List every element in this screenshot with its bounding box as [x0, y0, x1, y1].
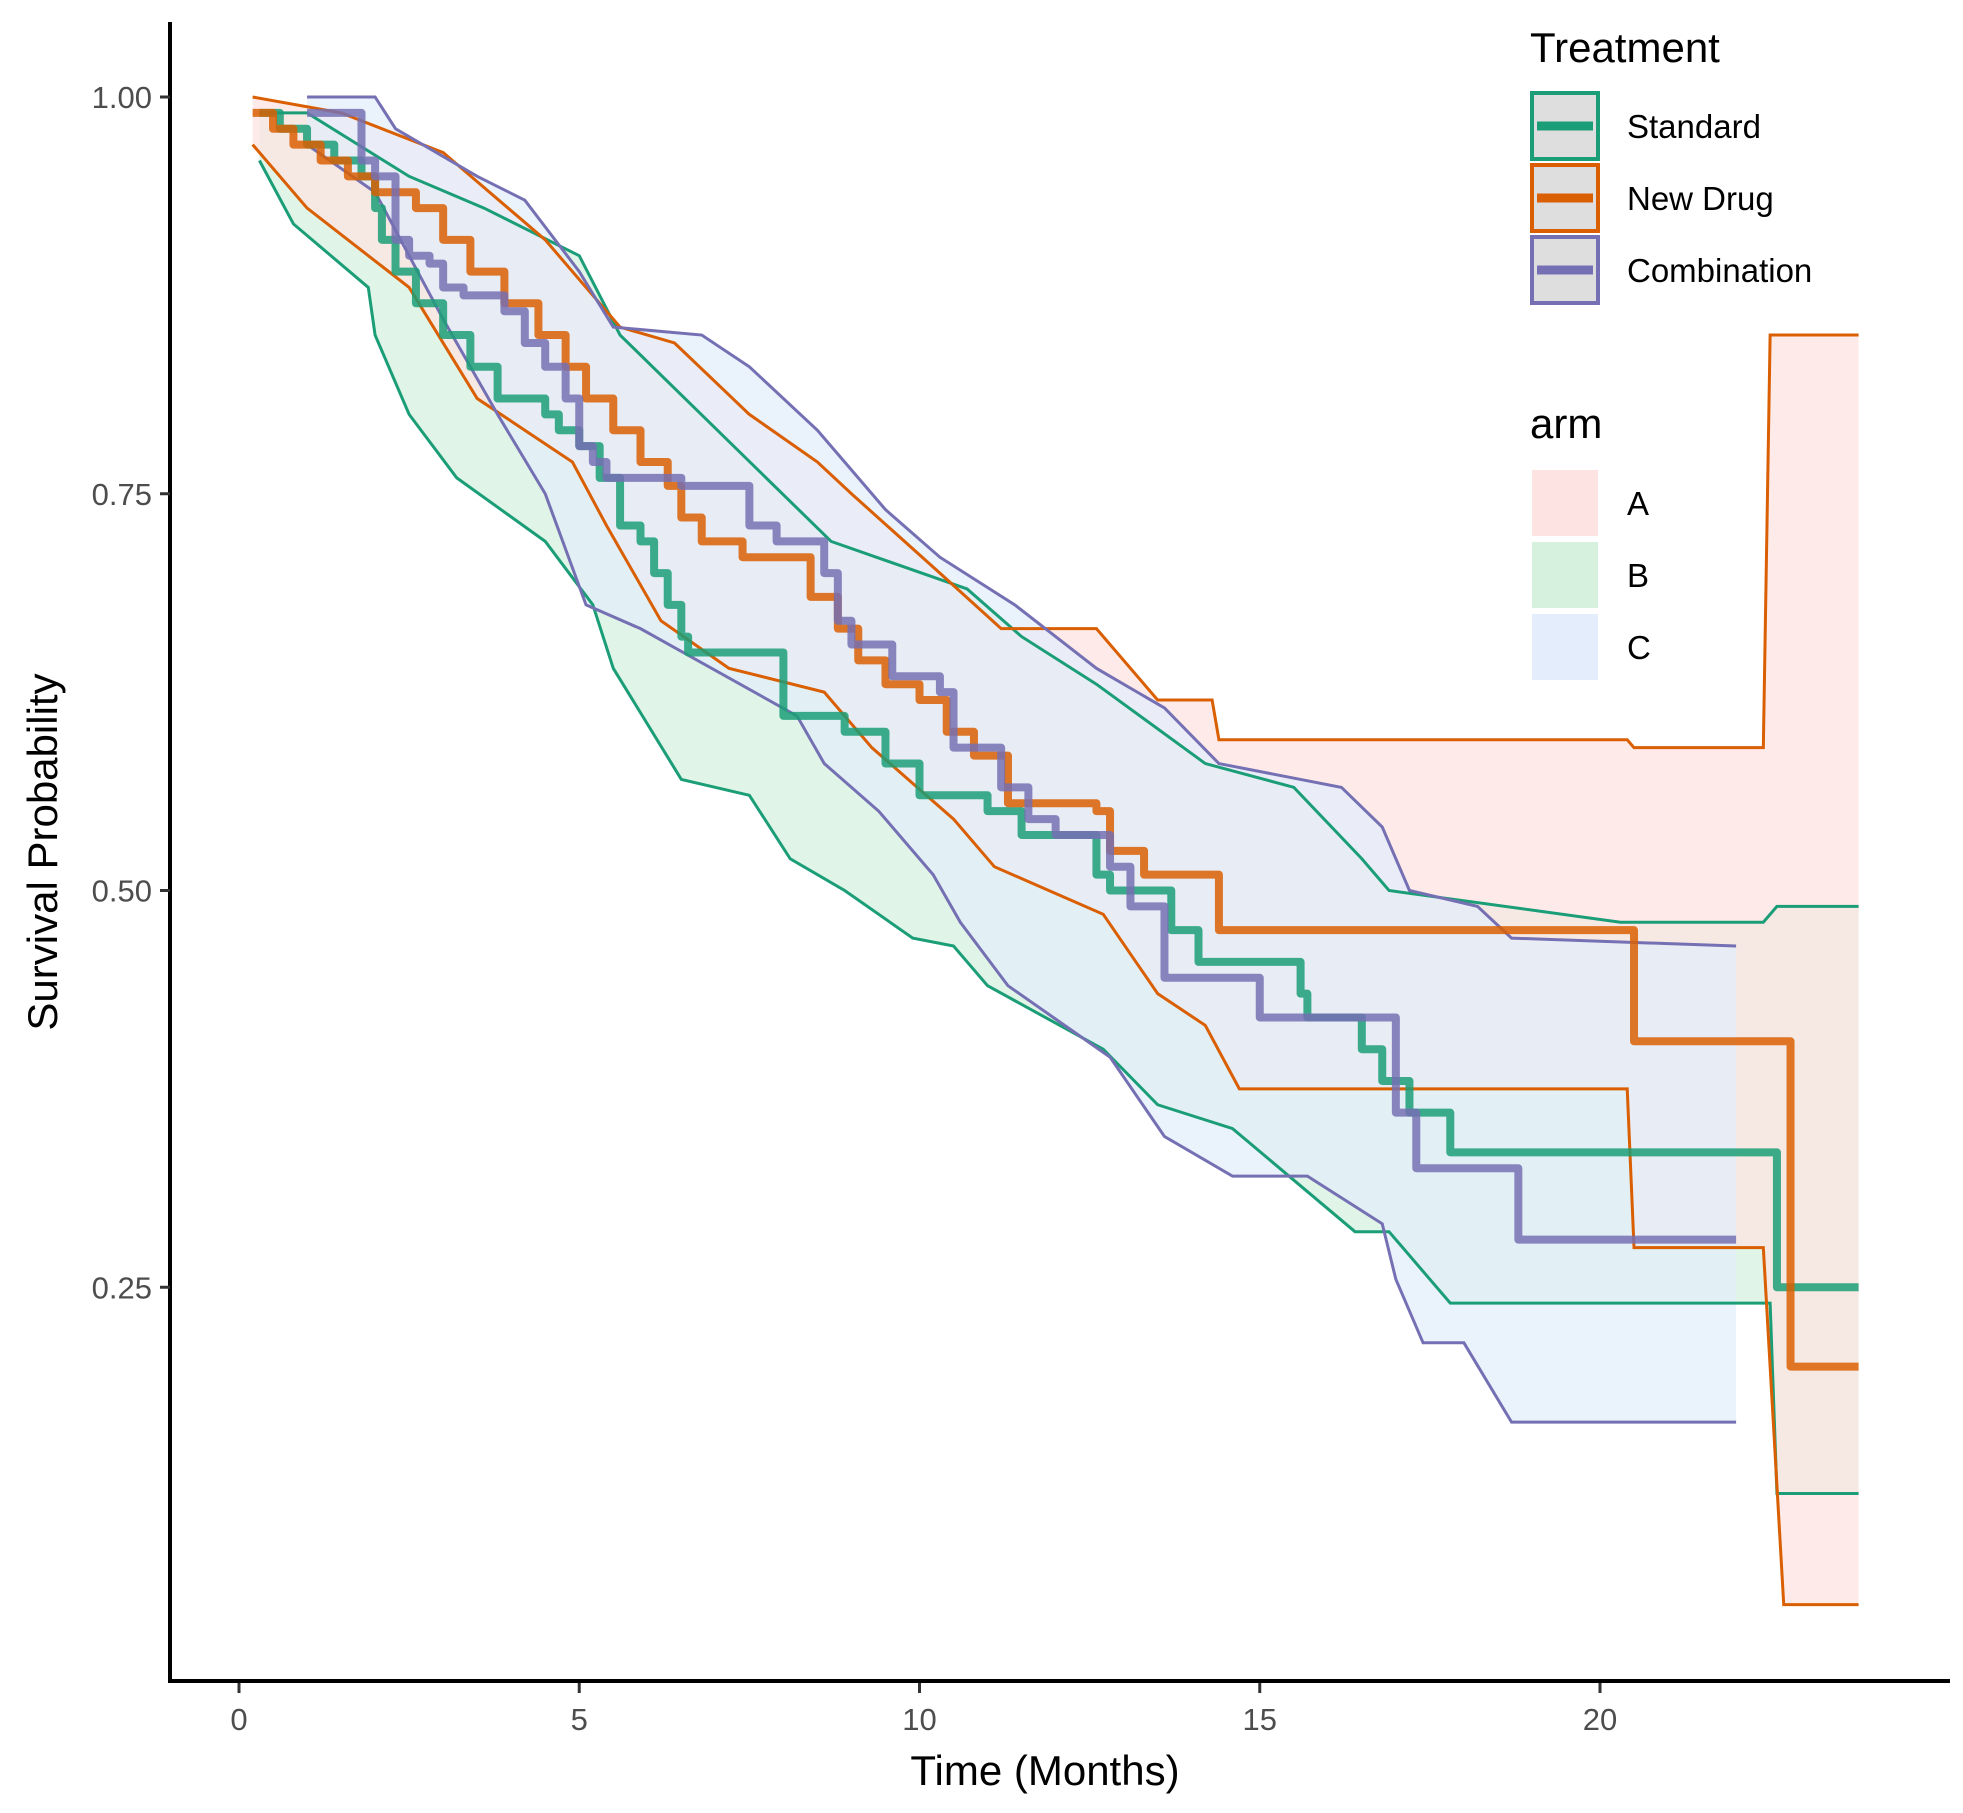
y-axis-title: Survival Probability	[19, 673, 66, 1030]
ci-lower-new-drug	[251, 143, 1859, 1607]
survival-curve-combination	[307, 108, 1737, 1244]
legend-label-arm-b: B	[1627, 557, 1649, 594]
ci-upper-new-drug	[252, 95, 1859, 750]
x-tick-label: 20	[1583, 1702, 1617, 1737]
x-tick-label: 15	[1243, 1702, 1277, 1737]
legend-label-standard: Standard	[1627, 108, 1761, 145]
legend-label-arm-a: A	[1627, 485, 1649, 522]
y-axis-ticks: 0.25 0.50 0.75 1.00	[92, 80, 170, 1305]
legend-swatch-arm-a	[1532, 470, 1598, 536]
y-tick-label: 0.75	[92, 477, 152, 512]
survival-curves	[252, 108, 1859, 1371]
legend-arm: arm ABC	[1530, 400, 1651, 680]
x-tick-label: 10	[902, 1702, 936, 1737]
x-tick-label: 0	[230, 1702, 247, 1737]
ci-lower-combination	[306, 143, 1737, 1424]
ci-upper-standard	[259, 111, 1859, 924]
legend-label-new-drug: New Drug	[1627, 180, 1774, 217]
legend-label-arm-c: C	[1627, 629, 1651, 666]
x-tick-label: 5	[571, 1702, 588, 1737]
y-tick-label: 0.25	[92, 1270, 152, 1305]
legend-label-combination: Combination	[1627, 252, 1812, 289]
legend-treatment: Treatment Standard New Drug Combination	[1530, 24, 1812, 305]
y-tick-label: 1.00	[92, 80, 152, 115]
legend-swatch-arm-c	[1532, 614, 1598, 680]
ci-upper-combination	[307, 95, 1737, 948]
confidence-bands	[252, 97, 1859, 1605]
x-axis-title: Time (Months)	[910, 1747, 1179, 1794]
ci-lower-standard	[258, 159, 1859, 1496]
confidence-band-edges	[251, 95, 1859, 1607]
legend-arm-title: arm	[1530, 400, 1602, 447]
ci-band-combination	[307, 97, 1737, 1423]
x-axis-ticks: 0 5 10 15 20	[230, 1683, 1617, 1737]
legend-treatment-title: Treatment	[1530, 24, 1720, 71]
legend-swatch-arm-b	[1532, 542, 1598, 608]
y-tick-label: 0.50	[92, 874, 152, 909]
